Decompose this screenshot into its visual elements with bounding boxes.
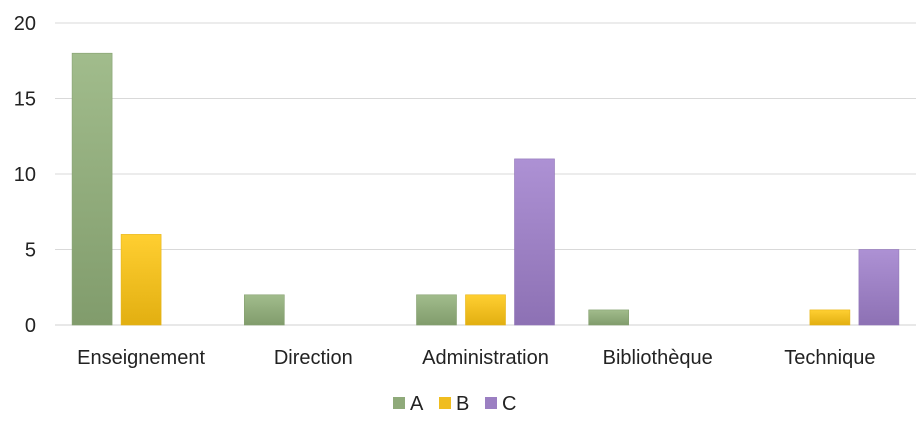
x-tick-label: Direction (274, 347, 353, 369)
bar-A-Enseignement (71, 52, 113, 326)
bars (71, 52, 900, 326)
legend-swatch-C (485, 397, 497, 409)
y-tick-label: 15 (14, 89, 36, 111)
legend: A B C (393, 393, 516, 415)
bar-B-Technique (809, 309, 851, 326)
legend-label-C: C (502, 393, 516, 415)
x-tick-label: Bibliothèque (603, 347, 713, 369)
legend-swatch-B (439, 397, 451, 409)
x-tick-label: Enseignement (77, 347, 205, 369)
y-tick-label: 5 (25, 240, 36, 262)
bar-B-Administration (465, 294, 506, 326)
y-axis-ticks: 0 5 10 15 20 (14, 13, 36, 337)
x-tick-label: Administration (422, 347, 549, 369)
bar-C-Technique (858, 249, 900, 326)
y-tick-label: 10 (14, 164, 36, 186)
legend-label-A: A (410, 393, 424, 415)
grid-lines (55, 22, 916, 326)
legend-swatch-A (393, 397, 405, 409)
bar-B-Enseignement (120, 234, 162, 326)
legend-label-B: B (456, 393, 469, 415)
y-tick-label: 0 (25, 315, 36, 337)
bar-A-Bibliothèque (588, 309, 630, 326)
x-tick-label: Technique (784, 347, 875, 369)
bar-C-Administration (514, 158, 555, 326)
bar-A-Direction (244, 294, 285, 326)
x-axis-ticks: Enseignement Direction Administration Bibli… (77, 347, 875, 369)
y-tick-label: 20 (14, 13, 36, 35)
bar-A-Administration (416, 294, 457, 326)
